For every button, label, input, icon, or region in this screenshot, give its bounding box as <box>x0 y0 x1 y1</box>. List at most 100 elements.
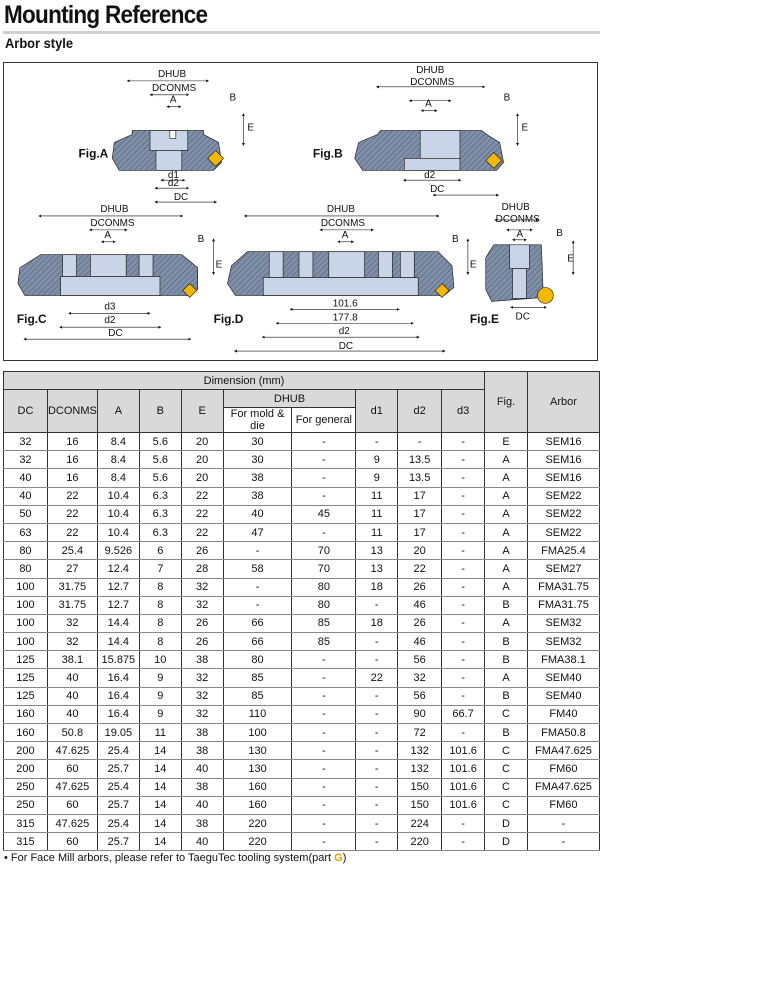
table-cell: 6.3 <box>138 522 182 543</box>
table-cell: 26 <box>180 632 224 652</box>
table-cell: 22 <box>46 522 98 543</box>
table-cell: 14 <box>138 832 182 852</box>
table-cell: 25.4 <box>96 813 140 834</box>
table-cell: 101.6 <box>441 777 486 797</box>
fig-b-drawing <box>354 85 520 197</box>
table-cell: 25.7 <box>96 759 140 779</box>
table-cell: 38 <box>180 741 224 761</box>
dim-label: DCONMS <box>152 83 196 94</box>
table-cell: - <box>441 450 486 470</box>
table-cell: 25.4 <box>96 777 140 797</box>
table-cell: 110 <box>222 704 293 725</box>
table-cell: 101.6 <box>441 795 486 815</box>
col-general: For general <box>291 407 357 433</box>
table-cell: 19.05 <box>96 722 140 743</box>
col-b: B <box>138 389 182 433</box>
table-row: 250 47.625 25.4 14 38 160- -150 101.6 C FMA47.625 <box>3 777 601 797</box>
dim-label: B <box>504 93 511 104</box>
table-row: 315 47.625 25.4 14 38 220- -224- D - <box>3 813 601 834</box>
table-cell: FMA50.8 <box>526 722 601 743</box>
table-cell: 66 <box>222 632 293 652</box>
table-cell: 15.875 <box>96 650 140 670</box>
table-row: 80 27 12.4 7 28 58 70 13 22- A SEM27 <box>3 559 601 579</box>
table-cell: 9 <box>138 668 182 688</box>
table-cell: C <box>484 795 528 815</box>
table-cell: - <box>441 813 486 834</box>
table-cell: 20 <box>397 541 443 561</box>
table-cell: 46 <box>397 632 443 652</box>
table-cell: 250 <box>3 795 48 815</box>
table-cell: 50.8 <box>46 722 98 743</box>
table-cell: FM60 <box>526 795 601 815</box>
table-cell: 6.3 <box>138 486 182 506</box>
table-cell: 80 <box>291 577 357 597</box>
table-cell: 32 <box>180 668 224 688</box>
table-cell: 6 <box>138 541 182 561</box>
table-cell: 200 <box>3 759 48 779</box>
table-cell: 26 <box>180 541 224 561</box>
fig-d-drawing <box>227 214 470 353</box>
table-cell: 47.625 <box>46 777 98 797</box>
table-cell: 125 <box>3 650 48 670</box>
table-row: 125 40 16.4 9 32 85-22 32- A SEM40 <box>3 668 601 688</box>
col-d2: d2 <box>397 389 443 433</box>
table-cell: 100 <box>3 632 48 652</box>
table-cell: 22 <box>355 668 399 688</box>
dim-label: d3 <box>104 301 116 312</box>
table-cell: 38 <box>180 813 224 834</box>
table-cell: 60 <box>46 759 98 779</box>
table-cell: 125 <box>3 668 48 688</box>
table-cell: FM60 <box>526 759 601 779</box>
table-cell: 16 <box>46 468 98 488</box>
table-cell: 17 <box>397 504 443 524</box>
section-title: Arbor style <box>5 35 74 51</box>
table-row: 63 22 10.4 6.3 22 47-11 17- A SEM22 <box>3 522 601 543</box>
table-cell: C <box>484 704 528 725</box>
dim-label: 101.6 <box>333 298 358 309</box>
col-d1: d1 <box>355 389 399 433</box>
table-cell: 10.4 <box>96 486 140 506</box>
col-fig: Fig. <box>484 371 528 433</box>
table-cell: 9 <box>138 686 182 706</box>
table-cell: - <box>291 431 357 452</box>
table-cell: D <box>484 813 528 834</box>
table-cell: 38 <box>222 468 293 488</box>
table-cell: 125 <box>3 686 48 706</box>
table-cell: 40 <box>180 759 224 779</box>
table-cell: 101.6 <box>441 741 486 761</box>
table-cell: 220 <box>222 832 293 852</box>
table-row: 40 16 8.4 5.6 20 38-9 13.5- A SEM16 <box>3 468 601 488</box>
table-cell: - <box>355 759 399 779</box>
table-cell: 40 <box>3 486 48 506</box>
table-cell: 16 <box>46 450 98 470</box>
dim-label: DC <box>108 328 122 339</box>
part-link[interactable]: G <box>334 852 343 864</box>
table-cell: 10.4 <box>96 504 140 524</box>
table-cell: - <box>355 795 399 815</box>
table-cell: - <box>355 431 399 452</box>
footnote: • For Face Mill arbors, please refer to … <box>4 852 346 864</box>
table-row: 200 47.625 25.4 14 38 130- -132 101.6 C FMA47.625 <box>3 741 601 761</box>
table-cell: 20 <box>180 450 224 470</box>
table-cell: 38 <box>180 722 224 743</box>
footnote-close: ) <box>342 852 347 864</box>
table-cell: - <box>441 541 486 561</box>
table-cell: 160 <box>3 722 48 743</box>
table-row: 125 38.1 15.875 10 38 80- -56- B FMA38.1 <box>3 650 601 670</box>
table-cell: 17 <box>397 522 443 543</box>
dim-label: DHUB <box>158 69 186 80</box>
table-cell: 13.5 <box>397 450 443 470</box>
table-cell: 9.526 <box>96 541 140 561</box>
table-cell: 8.4 <box>96 468 140 488</box>
table-cell: 9 <box>355 468 399 488</box>
table-cell: D <box>484 832 528 852</box>
table-cell: 56 <box>397 650 443 670</box>
table-cell: 10 <box>138 650 182 670</box>
fig-c-drawing <box>17 214 216 341</box>
table-cell: 22 <box>180 486 224 506</box>
table-cell: 160 <box>3 704 48 725</box>
page-title: Mounting Reference <box>4 1 208 29</box>
table-cell: FM40 <box>526 704 601 725</box>
table-cell: 16.4 <box>96 668 140 688</box>
table-row: 100 31.75 12.7 8 32-80 18 26- A FMA31.75 <box>3 577 601 597</box>
